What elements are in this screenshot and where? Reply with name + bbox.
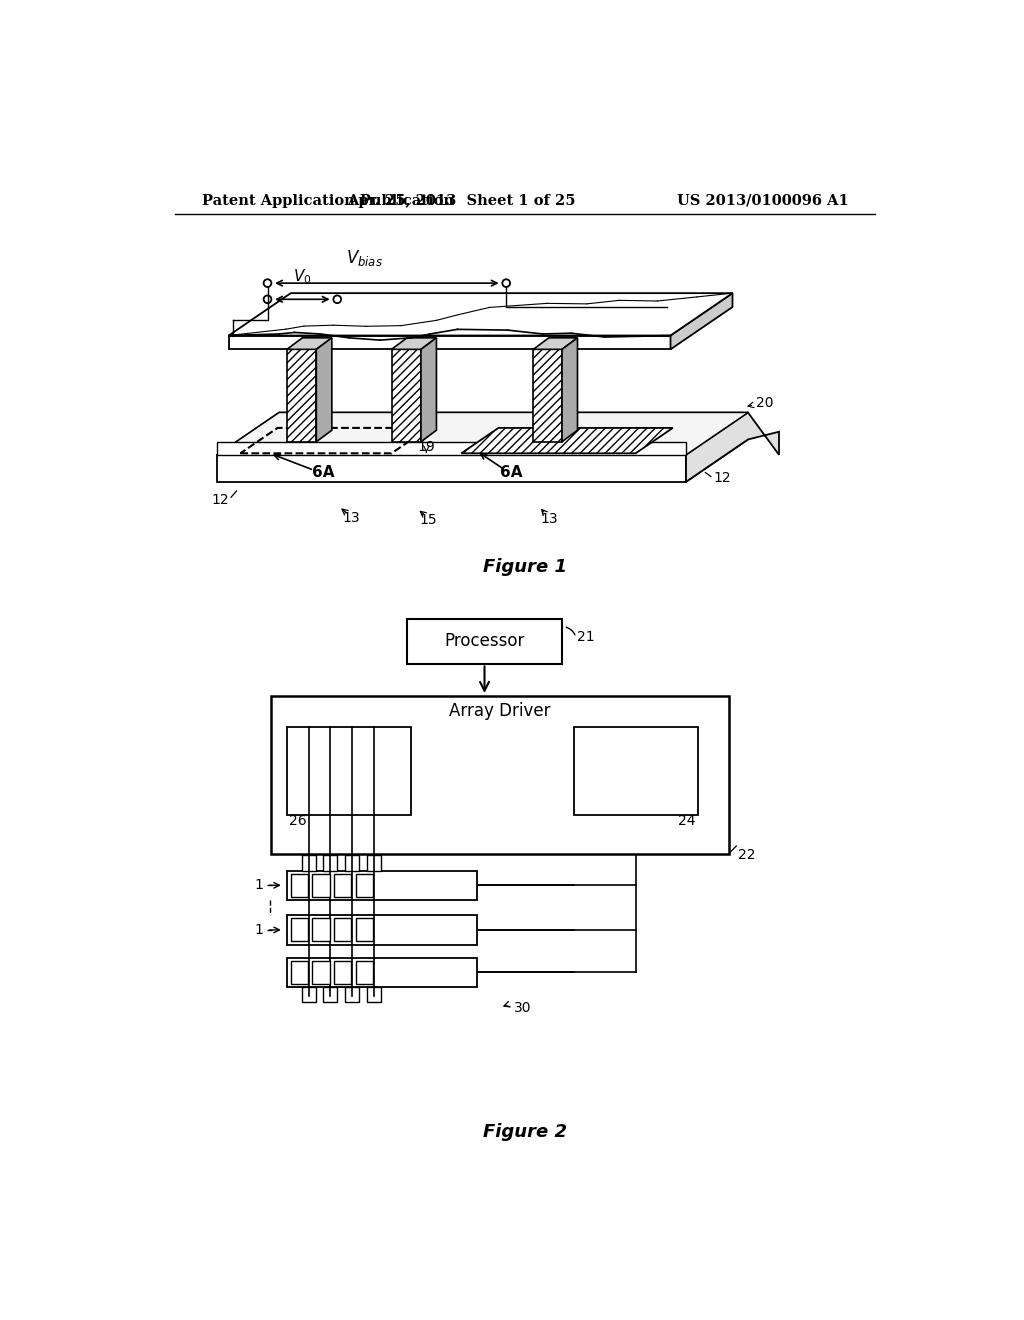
Text: 12: 12 bbox=[713, 471, 731, 484]
Polygon shape bbox=[534, 350, 562, 442]
Text: 21: 21 bbox=[578, 631, 595, 644]
Text: 24: 24 bbox=[678, 814, 695, 829]
FancyBboxPatch shape bbox=[291, 874, 308, 896]
FancyBboxPatch shape bbox=[291, 961, 308, 983]
FancyBboxPatch shape bbox=[287, 726, 411, 816]
Text: 6A: 6A bbox=[501, 465, 523, 480]
FancyBboxPatch shape bbox=[573, 726, 697, 816]
FancyBboxPatch shape bbox=[345, 987, 359, 1002]
Text: 19: 19 bbox=[418, 440, 435, 454]
Text: 12: 12 bbox=[211, 492, 228, 507]
FancyBboxPatch shape bbox=[312, 961, 330, 983]
FancyBboxPatch shape bbox=[356, 961, 373, 983]
FancyBboxPatch shape bbox=[356, 874, 373, 896]
FancyBboxPatch shape bbox=[287, 958, 477, 987]
Text: Figure 2: Figure 2 bbox=[482, 1123, 567, 1142]
Text: 1: 1 bbox=[255, 923, 263, 937]
FancyBboxPatch shape bbox=[291, 919, 308, 941]
Text: 6A: 6A bbox=[312, 465, 335, 480]
Polygon shape bbox=[316, 338, 332, 442]
Text: 18: 18 bbox=[393, 317, 412, 331]
Polygon shape bbox=[562, 338, 578, 442]
FancyBboxPatch shape bbox=[407, 619, 562, 664]
Text: US 2013/0100096 A1: US 2013/0100096 A1 bbox=[677, 194, 849, 207]
Polygon shape bbox=[217, 412, 748, 455]
FancyBboxPatch shape bbox=[367, 855, 381, 871]
Text: $V_0$: $V_0$ bbox=[293, 268, 311, 286]
FancyBboxPatch shape bbox=[324, 987, 337, 1002]
FancyBboxPatch shape bbox=[356, 919, 373, 941]
Text: Array Driver: Array Driver bbox=[450, 702, 551, 721]
Polygon shape bbox=[391, 338, 436, 350]
Text: 30: 30 bbox=[514, 1001, 531, 1015]
Text: 13: 13 bbox=[342, 511, 360, 525]
Text: Figure 1: Figure 1 bbox=[482, 557, 567, 576]
Text: 18: 18 bbox=[272, 317, 291, 331]
Text: Row Driver
Circuit: Row Driver Circuit bbox=[594, 755, 678, 787]
Polygon shape bbox=[534, 338, 578, 350]
FancyBboxPatch shape bbox=[334, 919, 351, 941]
FancyBboxPatch shape bbox=[367, 987, 381, 1002]
Polygon shape bbox=[228, 293, 732, 335]
Text: 18: 18 bbox=[534, 310, 552, 325]
Text: 16: 16 bbox=[503, 312, 520, 326]
Text: Apr. 25, 2013  Sheet 1 of 25: Apr. 25, 2013 Sheet 1 of 25 bbox=[347, 194, 575, 207]
FancyBboxPatch shape bbox=[334, 874, 351, 896]
Polygon shape bbox=[228, 335, 671, 350]
Text: $V_{bias}$: $V_{bias}$ bbox=[346, 248, 383, 268]
Text: Processor: Processor bbox=[444, 632, 524, 651]
Polygon shape bbox=[671, 293, 732, 350]
Polygon shape bbox=[686, 412, 748, 482]
Polygon shape bbox=[461, 428, 673, 453]
Polygon shape bbox=[217, 455, 686, 482]
Polygon shape bbox=[686, 412, 779, 482]
Text: 16: 16 bbox=[366, 317, 383, 331]
Text: 20: 20 bbox=[756, 396, 773, 411]
Polygon shape bbox=[287, 338, 332, 350]
Text: 1: 1 bbox=[255, 878, 263, 892]
FancyBboxPatch shape bbox=[302, 987, 315, 1002]
Text: 15: 15 bbox=[420, 513, 437, 527]
FancyBboxPatch shape bbox=[312, 919, 330, 941]
Polygon shape bbox=[217, 412, 748, 455]
Text: 22: 22 bbox=[738, 847, 756, 862]
Text: 14: 14 bbox=[464, 313, 481, 327]
Text: 26: 26 bbox=[289, 814, 307, 829]
Text: 14: 14 bbox=[335, 317, 352, 331]
FancyBboxPatch shape bbox=[312, 874, 330, 896]
FancyBboxPatch shape bbox=[287, 871, 477, 900]
FancyBboxPatch shape bbox=[302, 855, 315, 871]
Text: Patent Application Publication: Patent Application Publication bbox=[202, 194, 454, 207]
Polygon shape bbox=[421, 338, 436, 442]
Polygon shape bbox=[287, 350, 316, 442]
Polygon shape bbox=[391, 350, 421, 442]
FancyBboxPatch shape bbox=[345, 855, 359, 871]
FancyBboxPatch shape bbox=[287, 915, 477, 945]
Text: Column Driver
Circuit: Column Driver Circuit bbox=[294, 755, 404, 787]
Text: 13: 13 bbox=[540, 512, 558, 525]
FancyBboxPatch shape bbox=[334, 961, 351, 983]
FancyBboxPatch shape bbox=[324, 855, 337, 871]
FancyBboxPatch shape bbox=[271, 696, 729, 854]
Polygon shape bbox=[217, 442, 686, 455]
